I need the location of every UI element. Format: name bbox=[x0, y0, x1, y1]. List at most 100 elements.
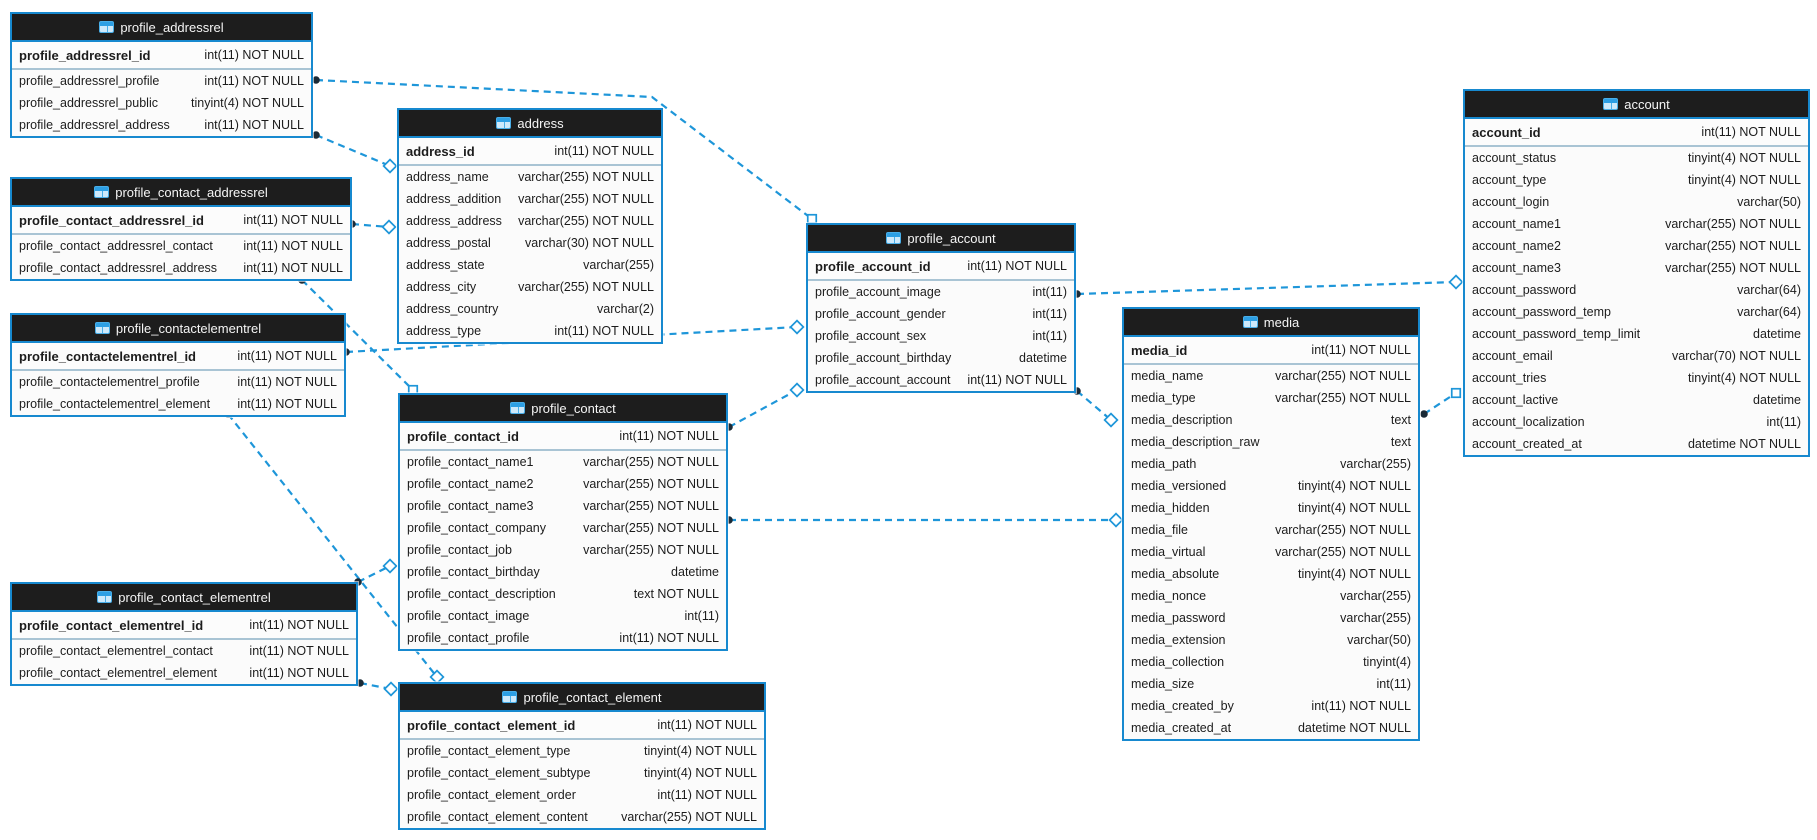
table-icon bbox=[94, 322, 110, 334]
column-name: account_name1 bbox=[1472, 217, 1561, 231]
table-row: address_address varchar(255) NOT NULL bbox=[399, 210, 661, 232]
table-header-profile_account[interactable]: profile_account bbox=[808, 225, 1074, 253]
table-row: profile_contact_element_content varchar(2… bbox=[400, 806, 764, 828]
column-name: media_id bbox=[1131, 342, 1188, 358]
column-type: int(11) NOT NULL bbox=[243, 213, 343, 227]
table-row: profile_contact_element_type tinyint(4) N… bbox=[400, 740, 764, 762]
table-row: profile_account_birthday datetime bbox=[808, 347, 1074, 369]
table-row: profile_account_account int(11) NOT NULL bbox=[808, 369, 1074, 391]
table-node-account[interactable]: account account_id int(11) NOT NULL account… bbox=[1463, 89, 1810, 457]
column-name: address_name bbox=[406, 170, 489, 184]
relation-dashed-line bbox=[1423, 392, 1457, 415]
table-row: profile_contact_name2 varchar(255) NOT NU… bbox=[400, 473, 726, 495]
table-row: profile_account_image int(11) bbox=[808, 281, 1074, 303]
table-node-profile_contact[interactable]: profile_contact profile_contact_id int(11)… bbox=[398, 393, 728, 651]
table-node-media[interactable]: media media_id int(11) NOT NULL media_name v… bbox=[1122, 307, 1420, 741]
column-name: profile_account_gender bbox=[815, 307, 946, 321]
column-type: varchar(2) bbox=[597, 302, 654, 316]
table-row: profile_contactelementrel_profile int(11)… bbox=[12, 371, 344, 393]
column-type: tinyint(4) NOT NULL bbox=[1688, 173, 1801, 187]
column-name: profile_contact_element_content bbox=[407, 810, 588, 824]
column-type: int(11) NOT NULL bbox=[967, 373, 1067, 387]
table-row: address_postal varchar(30) NOT NULL bbox=[399, 232, 661, 254]
table-header-profile_contact_addressrel[interactable]: profile_contact_addressrel bbox=[12, 179, 350, 207]
column-type: datetime NOT NULL bbox=[1297, 721, 1411, 735]
table-row: address_addition varchar(255) NOT NULL bbox=[399, 188, 661, 210]
table-node-address[interactable]: address address_id int(11) NOT NULL address… bbox=[397, 108, 663, 344]
table-icon bbox=[97, 591, 113, 603]
table-node-profile_contact_element[interactable]: profile_contact_element profile_contact_e… bbox=[398, 682, 766, 830]
column-name: profile_account_id bbox=[815, 258, 931, 274]
column-type: int(11) bbox=[684, 609, 719, 623]
column-name: profile_contact_element_order bbox=[407, 788, 576, 802]
table-header-profile_contact_elementrel[interactable]: profile_contact_elementrel bbox=[12, 584, 356, 612]
column-name: profile_contact_addressrel_contact bbox=[19, 239, 213, 253]
primary-key-row: profile_contact_element_id int(11) NOT NU… bbox=[400, 712, 764, 740]
column-name: profile_contact_birthday bbox=[407, 565, 540, 579]
table-row: profile_contact_addressrel_address int(11… bbox=[12, 257, 350, 279]
table-header-address[interactable]: address bbox=[399, 110, 661, 138]
column-type: varchar(255) bbox=[1340, 457, 1411, 471]
table-row: address_name varchar(255) NOT NULL bbox=[399, 166, 661, 188]
table-node-profile_contact_elementrel[interactable]: profile_contact_elementrel profile_contac… bbox=[10, 582, 358, 686]
table-name: profile_contactelementrel bbox=[115, 320, 262, 336]
relation-profile_contact-to-profile_account bbox=[725, 382, 805, 431]
table-row: account_status tinyint(4) NOT NULL bbox=[1465, 147, 1808, 169]
table-header-profile_addressrel[interactable]: profile_addressrel bbox=[12, 14, 311, 42]
column-type: tinyint(4) NOT NULL bbox=[644, 744, 757, 758]
table-header-account[interactable]: account bbox=[1465, 91, 1808, 119]
column-name: profile_contact_job bbox=[407, 543, 512, 557]
column-type: int(11) NOT NULL bbox=[237, 349, 337, 363]
table-row: account_name3 varchar(255) NOT NULL bbox=[1465, 257, 1808, 279]
table-node-profile_contactelementrel[interactable]: profile_contactelementrel profile_contact… bbox=[10, 313, 346, 417]
column-name: profile_account_image bbox=[815, 285, 941, 299]
relation-end-diamond-icon bbox=[382, 158, 398, 174]
column-name: profile_contact_element_subtype bbox=[407, 766, 591, 780]
column-name: profile_account_birthday bbox=[815, 351, 952, 365]
table-node-profile_addressrel[interactable]: profile_addressrel profile_addressrel_id i… bbox=[10, 12, 313, 138]
relation-dashed-line bbox=[301, 279, 414, 391]
column-type: varchar(70) NOT NULL bbox=[1672, 349, 1801, 363]
table-row: media_created_by int(11) NOT NULL bbox=[1124, 695, 1418, 717]
column-type: tinyint(4) NOT NULL bbox=[1688, 151, 1801, 165]
column-type: varchar(64) bbox=[1737, 305, 1801, 319]
column-type: varchar(255) bbox=[1340, 589, 1411, 603]
column-name: media_name bbox=[1131, 369, 1204, 383]
column-type: tinyint(4) NOT NULL bbox=[1298, 479, 1411, 493]
column-name: account_name3 bbox=[1472, 261, 1561, 275]
table-row: profile_contact_elementrel_contact int(11… bbox=[12, 640, 356, 662]
column-name: account_password bbox=[1472, 283, 1577, 297]
table-header-media[interactable]: media bbox=[1124, 309, 1418, 337]
table-row: profile_contact_job varchar(255) NOT NULL bbox=[400, 539, 726, 561]
column-name: profile_addressrel_profile bbox=[19, 74, 160, 88]
table-row: profile_addressrel_profile int(11) NOT NU… bbox=[12, 70, 311, 92]
column-name: account_type bbox=[1472, 173, 1547, 187]
table-header-profile_contact_element[interactable]: profile_contact_element bbox=[400, 684, 764, 712]
column-name: profile_addressrel_id bbox=[19, 47, 151, 63]
column-name: media_created_at bbox=[1131, 721, 1232, 735]
table-row: address_city varchar(255) NOT NULL bbox=[399, 276, 661, 298]
column-type: varchar(255) NOT NULL bbox=[1665, 239, 1801, 253]
table-header-profile_contactelementrel[interactable]: profile_contactelementrel bbox=[12, 315, 344, 343]
table-header-profile_contact[interactable]: profile_contact bbox=[400, 395, 726, 423]
table-icon bbox=[1242, 316, 1258, 328]
column-name: media_size bbox=[1131, 677, 1195, 691]
table-node-profile_contact_addressrel[interactable]: profile_contact_addressrel profile_contac… bbox=[10, 177, 352, 281]
table-name: profile_contact_addressrel bbox=[115, 184, 268, 200]
table-icon bbox=[99, 21, 115, 33]
relation-end-diamond-icon bbox=[789, 319, 805, 335]
column-name: profile_contact_name3 bbox=[407, 499, 534, 513]
relation-end-diamond-icon bbox=[789, 382, 805, 398]
table-row: profile_contactelementrel_element int(11)… bbox=[12, 393, 344, 415]
table-node-profile_account[interactable]: profile_account profile_account_id int(11)… bbox=[806, 223, 1076, 393]
relation-dashed-line bbox=[315, 133, 391, 168]
table-icon bbox=[94, 186, 110, 198]
table-name: address bbox=[517, 115, 564, 131]
table-row: address_type int(11) NOT NULL bbox=[399, 320, 661, 342]
column-name: address_addition bbox=[406, 192, 502, 206]
column-name: profile_contact_addressrel_address bbox=[19, 261, 218, 275]
table-row: profile_contact_addressrel_contact int(11… bbox=[12, 235, 350, 257]
table-icon bbox=[496, 117, 512, 129]
column-type: tinyint(4) NOT NULL bbox=[1298, 567, 1411, 581]
column-type: text bbox=[1390, 435, 1411, 449]
